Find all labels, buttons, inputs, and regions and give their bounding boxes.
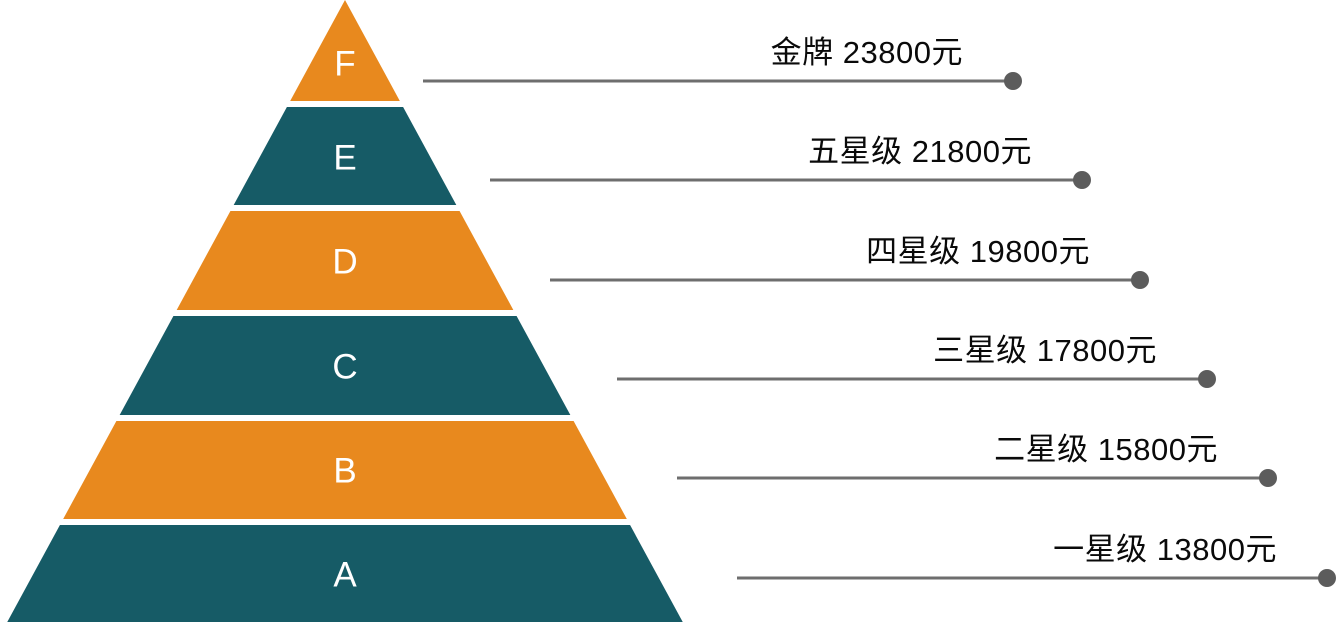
leader-dot-F: [1004, 72, 1022, 90]
level-letter-B: B: [333, 452, 356, 491]
pyramid-level-A: [7, 525, 683, 622]
pyramid-level-E: [233, 107, 457, 205]
leader-dot-C: [1198, 370, 1216, 388]
level-letter-D: D: [332, 243, 357, 282]
pyramid-level-C: [119, 316, 571, 415]
level-letter-E: E: [333, 139, 356, 178]
level-letter-F: F: [334, 45, 355, 84]
leader-dot-D: [1131, 271, 1149, 289]
pyramid-level-D: [176, 211, 514, 310]
leader-dot-E: [1073, 171, 1091, 189]
level-letter-C: C: [332, 348, 357, 387]
leader-dot-A: [1318, 569, 1336, 587]
leader-dot-B: [1259, 469, 1277, 487]
level-letter-A: A: [333, 556, 357, 595]
pyramid-level-F: [290, 0, 400, 101]
pyramid-level-B: [63, 421, 627, 519]
